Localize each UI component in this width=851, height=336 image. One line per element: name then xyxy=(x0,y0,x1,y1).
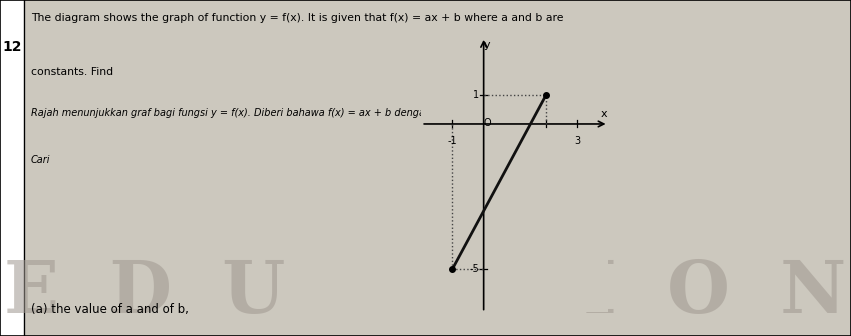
Text: 12: 12 xyxy=(3,40,21,54)
Text: -5: -5 xyxy=(469,264,479,274)
Text: Cari: Cari xyxy=(31,155,50,165)
Text: constants. Find: constants. Find xyxy=(31,67,113,77)
Text: 1: 1 xyxy=(473,90,479,100)
Bar xyxy=(0,0,24,336)
Text: -1: -1 xyxy=(448,135,457,145)
Text: E  D  U: E D U xyxy=(4,257,285,328)
Text: I  O  N: I O N xyxy=(583,257,847,328)
Text: y: y xyxy=(484,40,491,50)
Text: O: O xyxy=(483,118,491,128)
Text: (a) the value of a and of b,: (a) the value of a and of b, xyxy=(31,303,189,316)
Text: x: x xyxy=(600,109,607,119)
Text: The diagram shows the graph of function y = f(x). It is given that f(x) = ax + b: The diagram shows the graph of function … xyxy=(31,13,563,24)
Text: Rajah menunjukkan graf bagi fungsi y = f(x). Diberi bahawa f(x) = ax + b dengan : Rajah menunjukkan graf bagi fungsi y = f… xyxy=(31,108,589,118)
Text: 3: 3 xyxy=(574,135,580,145)
